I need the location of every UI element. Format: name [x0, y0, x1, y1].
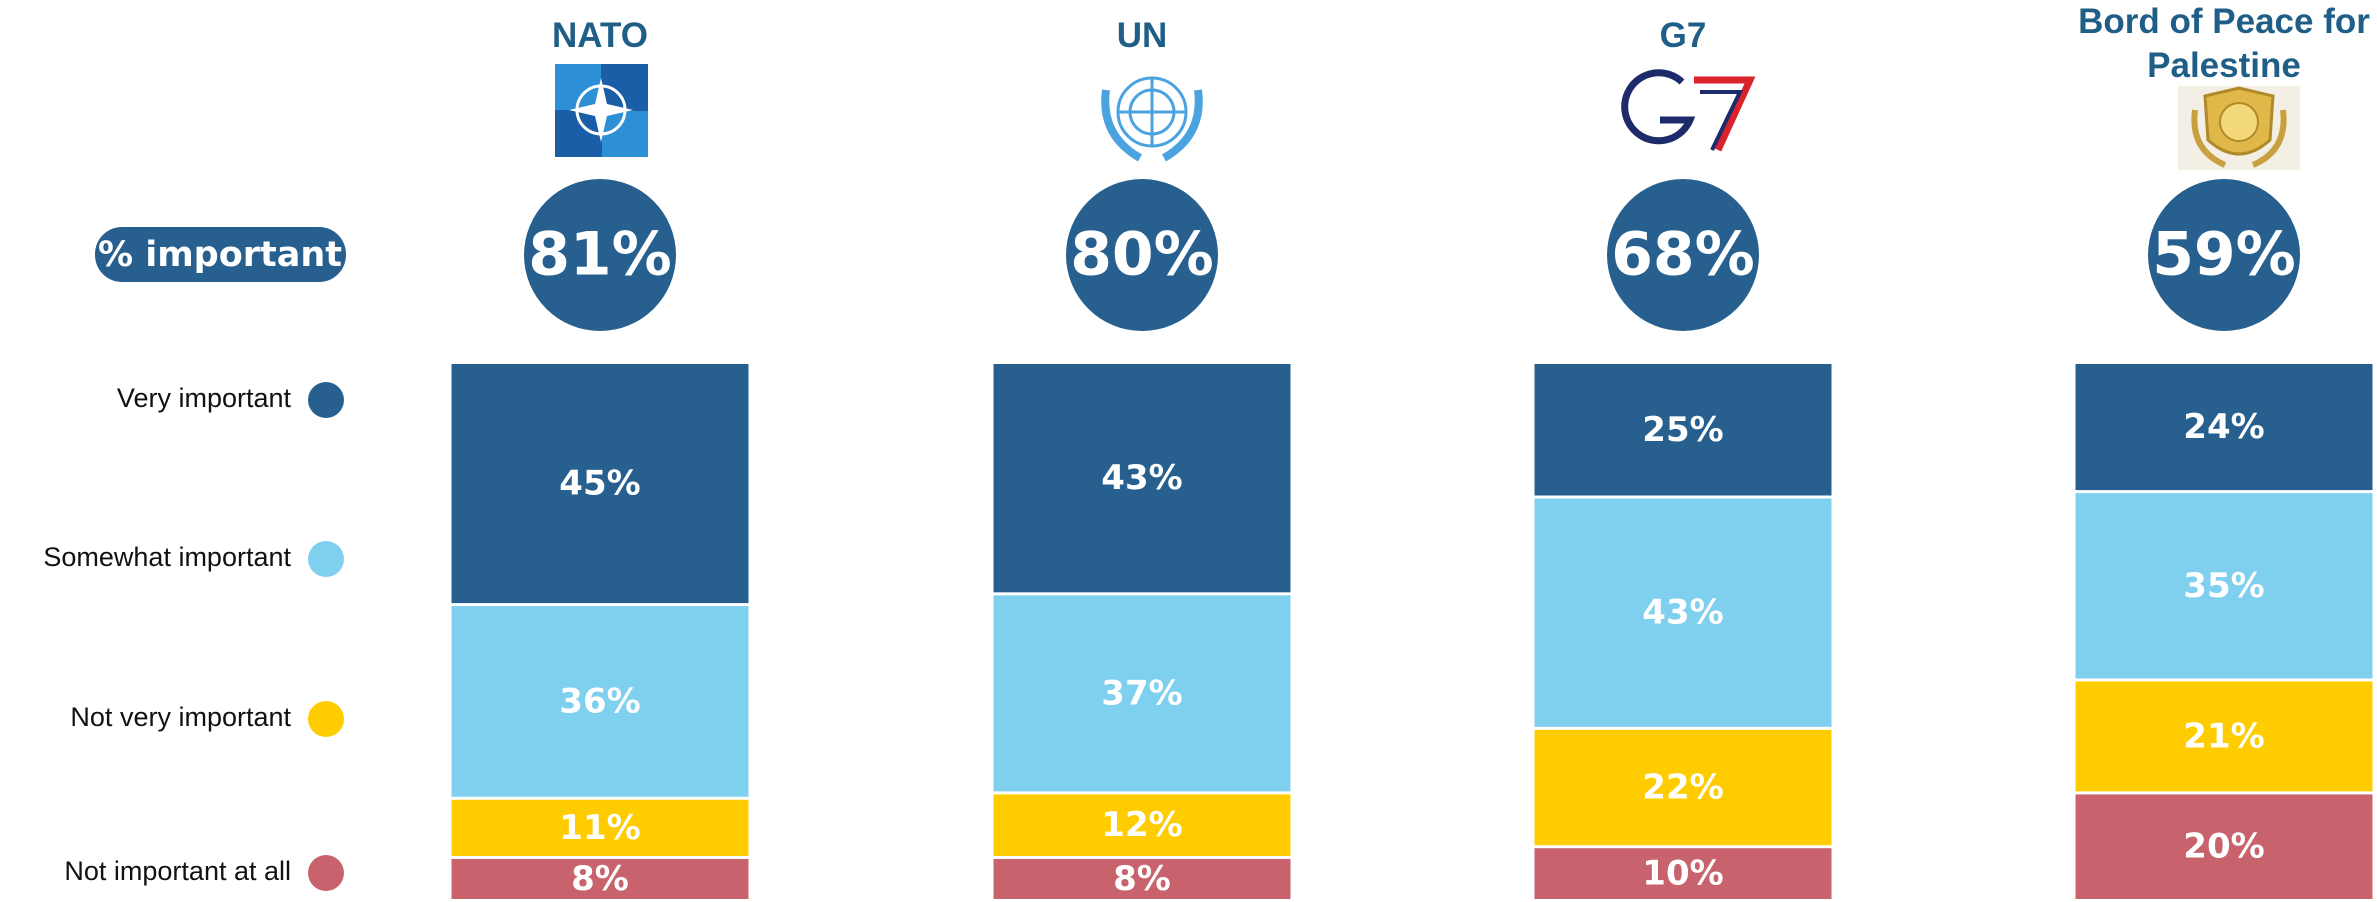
summary-circle [524, 179, 676, 331]
bar-segment [993, 794, 1291, 856]
bar-segment [1534, 729, 1832, 846]
legend-label: Very important [117, 383, 292, 413]
segment-label: 45% [559, 464, 640, 504]
legend-swatch [308, 855, 344, 891]
bar-segment [451, 606, 749, 797]
bar-segment [451, 799, 749, 856]
segment-label: 43% [1101, 458, 1182, 498]
segment-label: 8% [1113, 859, 1171, 899]
category-title: Bord of Peace for Palestine [2078, 2, 2370, 85]
un-logo [1101, 76, 1203, 162]
summary-pill [95, 227, 346, 282]
nato-logo [555, 64, 648, 157]
legend-swatch [308, 701, 344, 737]
bar-segment [1534, 848, 1832, 899]
summary-circle [1066, 179, 1218, 331]
legend-label: Not very important [70, 702, 291, 732]
category-title: G7 [1659, 16, 1707, 55]
legend-swatch [308, 541, 344, 577]
bar-segment [993, 858, 1291, 899]
g7-logo [1621, 69, 1756, 152]
board-logo [2178, 86, 2300, 170]
bar-segment [451, 364, 749, 604]
segment-label: 20% [2183, 827, 2264, 867]
category-title: NATO [552, 16, 648, 55]
summary-label: % important [98, 235, 342, 275]
legend-label: Somewhat important [43, 542, 291, 572]
bar-segment [993, 364, 1291, 593]
segment-label: 35% [2183, 566, 2264, 606]
segment-label: 10% [1642, 854, 1723, 894]
bar-segment [993, 595, 1291, 792]
segment-label: 37% [1101, 673, 1182, 713]
segment-label: 11% [559, 808, 640, 848]
segment-label: 43% [1642, 593, 1723, 633]
bar-segment [2075, 681, 2373, 792]
summary-value: 59% [2152, 220, 2296, 290]
bar-segment [451, 858, 749, 899]
segment-label: 36% [559, 681, 640, 721]
segment-label: 12% [1101, 805, 1182, 845]
bar-segment [1534, 498, 1832, 727]
bar-segment [2075, 794, 2373, 899]
segment-label: 24% [2183, 407, 2264, 447]
segment-label: 21% [2183, 716, 2264, 756]
category-title: UN [1116, 16, 1168, 55]
segment-label: 25% [1642, 410, 1723, 450]
segment-label: 8% [571, 859, 629, 899]
summary-value: 68% [1611, 220, 1755, 290]
summary-circle [1607, 179, 1759, 331]
legend-swatch [308, 382, 344, 418]
summary-value: 81% [528, 220, 672, 290]
bar-segment [1534, 364, 1832, 496]
summary-circle [2148, 179, 2300, 331]
legend-label: Not important at all [64, 856, 291, 886]
segment-label: 22% [1642, 768, 1723, 808]
summary-value: 80% [1070, 220, 1214, 290]
bar-segment [2075, 364, 2373, 491]
bar-segment [2075, 493, 2373, 679]
